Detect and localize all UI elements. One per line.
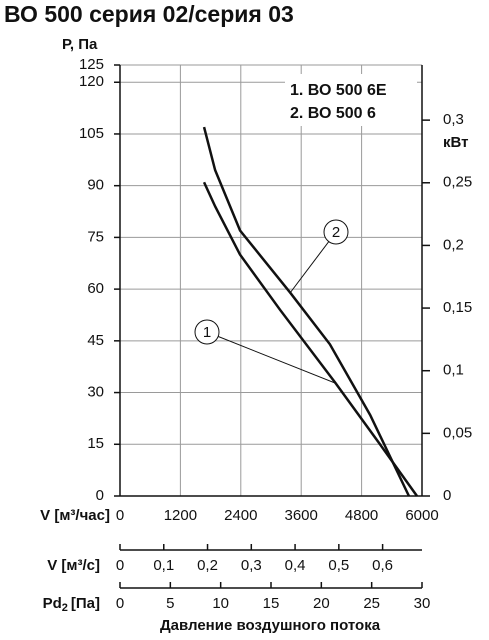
extra-tick-label: 10 — [212, 595, 229, 612]
y-tick-label: 0 — [96, 487, 104, 504]
extra-tick-label: 25 — [363, 595, 380, 612]
x-axis-label: V [м³/час] — [40, 507, 110, 524]
extra-tick-label: 0 — [116, 595, 124, 612]
y2-tick-label: 0,25 — [443, 174, 472, 191]
extra-tick-label: 0 — [116, 557, 124, 574]
marker-circle — [194, 319, 220, 345]
y-tick-label: 75 — [87, 228, 104, 245]
extra-axis-label: Pd2 [Па] — [43, 595, 100, 614]
y-axis-label: Р, Па — [62, 36, 98, 53]
extra-axis-label-part: Pd — [43, 595, 62, 612]
y2-tick-label: 0,05 — [443, 424, 472, 441]
chart-title: ВО 500 серия 02/серия 03 — [4, 1, 294, 27]
x-tick-label: 4800 — [345, 507, 378, 524]
y2-tick-label: 0,15 — [443, 299, 472, 316]
marker-circle — [323, 219, 349, 245]
marker-leader — [206, 331, 336, 384]
y-tick-label: 60 — [87, 280, 104, 297]
y2-tick-label: 0,1 — [443, 362, 464, 379]
extra-axis-label: V [м³/с] — [47, 557, 100, 574]
x-tick-label: 6000 — [405, 507, 438, 524]
y-tick-label: 90 — [87, 177, 104, 194]
x-tick-label: 0 — [116, 507, 124, 524]
y-tick-label: 125 — [79, 56, 104, 73]
extra-tick-label: 30 — [414, 595, 431, 612]
extra-axis-label-part: [Па] — [71, 595, 100, 612]
extra-axis-label-part: V [м³/с] — [47, 557, 100, 574]
legend-entry: 2. ВО 500 6 — [290, 105, 376, 122]
extra-axis-label-part: 2 — [62, 602, 68, 614]
extra-tick-label: 0,5 — [328, 557, 349, 574]
extra-tick-label: 0,3 — [241, 557, 262, 574]
extra-tick-label: 5 — [166, 595, 174, 612]
y2-tick-label: 0,3 — [443, 111, 464, 128]
y-tick-label: 120 — [79, 73, 104, 90]
legend-box — [285, 74, 417, 126]
series-marker: 1 — [203, 324, 211, 341]
y2-tick-label: 0,2 — [443, 236, 464, 253]
marker-leader — [289, 231, 337, 294]
x-tick-label: 3600 — [285, 507, 318, 524]
extra-tick-label: 15 — [263, 595, 280, 612]
y-tick-label: 105 — [79, 125, 104, 142]
y-tick-label: 15 — [87, 435, 104, 452]
y-tick-label: 45 — [87, 332, 104, 349]
extra-tick-label: 0,4 — [285, 557, 306, 574]
x-tick-label: 1200 — [164, 507, 197, 524]
y2-tick-label: 0 — [443, 487, 451, 504]
x-tick-label: 2400 — [224, 507, 257, 524]
extra-tick-label: 0,1 — [153, 557, 174, 574]
legend-entry: 1. ВО 500 6Е — [290, 82, 387, 99]
line-series — [202, 181, 418, 497]
y2-axis-label: кВт — [443, 134, 469, 151]
caption: Давление воздушного потока — [160, 617, 381, 634]
extra-tick-label: 20 — [313, 595, 330, 612]
y-tick-label: 30 — [87, 384, 104, 401]
series-marker: 2 — [332, 224, 340, 241]
extra-tick-label: 0,6 — [372, 557, 393, 574]
extra-tick-label: 0,2 — [197, 557, 218, 574]
